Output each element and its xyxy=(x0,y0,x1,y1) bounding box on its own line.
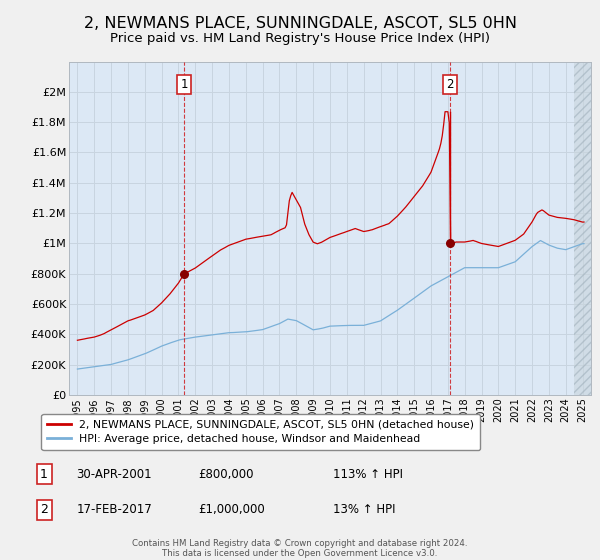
Legend: 2, NEWMANS PLACE, SUNNINGDALE, ASCOT, SL5 0HN (detached house), HPI: Average pri: 2, NEWMANS PLACE, SUNNINGDALE, ASCOT, SL… xyxy=(41,414,480,450)
Text: 30-APR-2001: 30-APR-2001 xyxy=(77,468,152,481)
Text: 13% ↑ HPI: 13% ↑ HPI xyxy=(333,503,395,516)
Text: £800,000: £800,000 xyxy=(198,468,254,481)
Text: 17-FEB-2017: 17-FEB-2017 xyxy=(77,503,152,516)
Text: 2: 2 xyxy=(446,78,454,91)
Text: Contains HM Land Registry data © Crown copyright and database right 2024.: Contains HM Land Registry data © Crown c… xyxy=(132,539,468,548)
Text: 1: 1 xyxy=(40,468,48,481)
Text: This data is licensed under the Open Government Licence v3.0.: This data is licensed under the Open Gov… xyxy=(163,549,437,558)
Text: 1: 1 xyxy=(180,78,188,91)
Text: Price paid vs. HM Land Registry's House Price Index (HPI): Price paid vs. HM Land Registry's House … xyxy=(110,32,490,45)
Bar xyxy=(574,62,599,395)
Text: 2: 2 xyxy=(40,503,48,516)
Text: 2, NEWMANS PLACE, SUNNINGDALE, ASCOT, SL5 0HN: 2, NEWMANS PLACE, SUNNINGDALE, ASCOT, SL… xyxy=(83,16,517,31)
Text: £1,000,000: £1,000,000 xyxy=(198,503,265,516)
Text: 113% ↑ HPI: 113% ↑ HPI xyxy=(333,468,403,481)
